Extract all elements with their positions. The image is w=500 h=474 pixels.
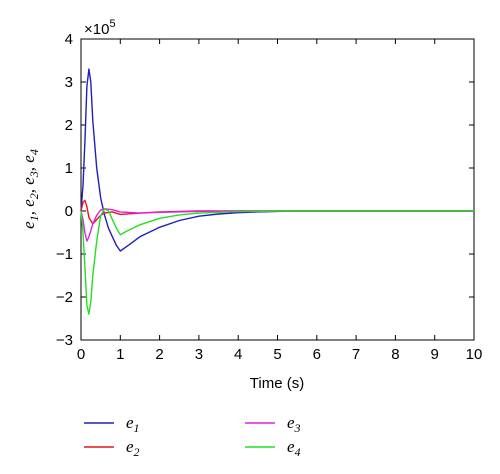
x-tick-label-2: 2 xyxy=(155,346,163,363)
axis-ticks xyxy=(80,38,475,341)
y-axis-exponent-label: ×105 xyxy=(84,18,116,38)
x-tick-label-3: 3 xyxy=(195,346,203,363)
y-tick-label-0: −3 xyxy=(56,332,73,349)
x-tick-label-6: 6 xyxy=(313,346,321,363)
y-tick-label-3: 0 xyxy=(65,203,73,220)
legend-item-e2: e2 xyxy=(84,437,140,459)
x-tick-label-8: 8 xyxy=(391,346,399,363)
series-line-e4 xyxy=(80,208,474,315)
x-tick-label-4: 4 xyxy=(234,346,242,363)
y-axis-label: e1, e2, e3, e4 xyxy=(19,149,41,229)
x-tick-label-7: 7 xyxy=(352,346,360,363)
x-tick-label-5: 5 xyxy=(273,346,281,363)
x-axis-label: Time (s) xyxy=(250,375,304,392)
series-lines xyxy=(80,68,474,315)
y-tick-label-5: 2 xyxy=(65,117,73,134)
y-tick-label-4: 1 xyxy=(65,160,73,177)
plot-area xyxy=(80,38,475,341)
x-tick-label-1: 1 xyxy=(116,346,124,363)
legend-item-e1: e1 xyxy=(84,413,140,435)
x-tick-label-10: 10 xyxy=(466,346,483,363)
legend-label-e2: e2 xyxy=(126,437,140,459)
y-tick-label-7: 4 xyxy=(65,31,73,48)
y-tick-label-2: −1 xyxy=(56,246,73,263)
y-tick-label-1: −2 xyxy=(56,289,73,306)
legend-item-e4: e4 xyxy=(245,437,301,459)
axis-tick-labels: 0 1 2 3 4 5 6 7 8 9 10 −3 −2 −1 0 1 2 3 4 xyxy=(56,31,482,363)
y-tick-label-6: 3 xyxy=(65,74,73,91)
legend-item-e3: e3 xyxy=(245,413,301,435)
x-tick-label-9: 9 xyxy=(431,346,439,363)
x-tick-label-0: 0 xyxy=(77,346,85,363)
legend-label-e1: e1 xyxy=(126,413,140,435)
legend-label-e4: e4 xyxy=(287,437,301,459)
legend-label-e3: e3 xyxy=(287,413,301,435)
